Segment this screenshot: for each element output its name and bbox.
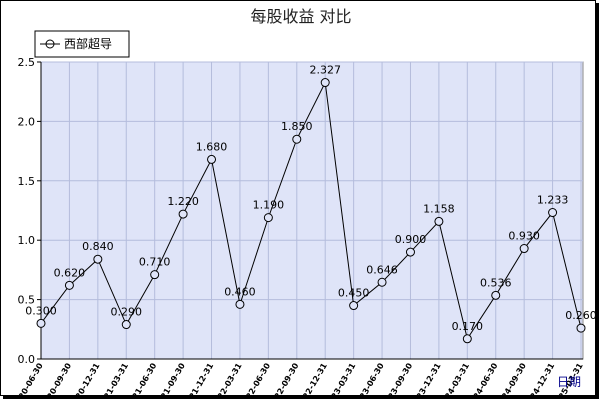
x-tick-label: 2021-03-31	[97, 361, 131, 395]
x-tick-label: 2023-06-30	[352, 361, 386, 395]
data-point	[548, 208, 558, 218]
data-label: 0.450	[338, 287, 370, 300]
data-point	[150, 270, 160, 280]
data-label: 1.233	[537, 194, 569, 207]
y-tick-label: 0.5	[18, 294, 36, 307]
data-label: 0.900	[395, 233, 427, 246]
data-label: 1.850	[281, 120, 313, 133]
x-tick-label: 2021-09-30	[153, 361, 187, 395]
legend-series-name: 西部超导	[64, 36, 112, 51]
x-tick-label: 2023-12-31	[409, 361, 443, 395]
data-label: 1.158	[423, 202, 455, 215]
x-tick-label: 2020-06-30	[11, 361, 45, 395]
data-point	[36, 318, 46, 328]
data-label: 2.327	[309, 64, 341, 77]
data-label: 0.536	[480, 276, 512, 289]
data-point	[235, 299, 245, 309]
chart-title: 每股收益 对比	[250, 7, 351, 26]
data-point	[576, 323, 586, 333]
data-label: 1.220	[167, 195, 199, 208]
x-tick-label: 2024-12-31	[523, 361, 557, 395]
y-tick-label: 2.5	[18, 56, 36, 69]
x-tick-label: 2024-06-30	[466, 361, 500, 395]
data-point	[349, 301, 359, 311]
series-layer: 0.300 0.620 0.840 0.290 0.710 1.220 1.680 0.460…	[25, 64, 597, 344]
data-point	[263, 213, 273, 223]
data-label: 1.680	[196, 140, 228, 153]
data-point	[93, 254, 103, 264]
x-axis-title: 日期	[557, 375, 581, 389]
data-label: 0.260	[565, 309, 595, 322]
data-point	[491, 290, 501, 300]
plot-area	[40, 61, 584, 360]
data-label: 0.170	[452, 320, 484, 333]
data-label: 0.646	[366, 263, 398, 276]
legend: 西部超导	[34, 30, 130, 58]
data-point	[121, 320, 131, 330]
data-label: 0.460	[224, 285, 256, 298]
data-label: 0.300	[25, 304, 57, 317]
x-tick-label: 2023-03-31	[324, 361, 358, 395]
data-label: 0.290	[111, 306, 143, 319]
data-point	[405, 247, 415, 257]
data-label: 0.930	[508, 230, 540, 243]
data-point	[462, 334, 472, 344]
data-label: 0.620	[54, 266, 86, 279]
data-label: 0.840	[82, 240, 114, 253]
data-label: 1.190	[253, 199, 285, 212]
x-tick-label: 2024-09-30	[495, 361, 529, 395]
x-tick-label: 2024-03-31	[438, 361, 472, 395]
series-line	[40, 80, 582, 341]
x-tick-label: 2020-09-30	[40, 361, 74, 395]
x-tick-label: 2022-03-31	[210, 361, 244, 395]
data-point	[377, 277, 387, 287]
data-label: 0.710	[139, 256, 171, 269]
legend-marker-sample	[45, 39, 55, 49]
eps-line-chart: 每股收益 对比 0.00.51.01.52.02.52020-06-302020…	[11, 7, 597, 400]
data-point	[178, 209, 188, 219]
x-tick-label: 2022-12-31	[296, 361, 330, 395]
y-tick-label: 1.0	[18, 234, 36, 247]
x-tick-label: 2021-06-30	[125, 361, 159, 395]
x-tick-label: 2022-09-30	[267, 361, 301, 395]
x-tick-label: 2022-06-30	[239, 361, 273, 395]
x-tick-label: 2021-12-31	[182, 361, 216, 395]
x-tick-label: 2020-12-31	[68, 361, 102, 395]
data-point	[207, 154, 217, 164]
data-point	[292, 134, 302, 144]
y-tick-label: 1.5	[18, 175, 36, 188]
x-tick-label: 2023-09-30	[381, 361, 415, 395]
data-point	[434, 216, 444, 226]
data-point	[320, 78, 330, 88]
data-point	[64, 280, 74, 290]
data-point	[519, 244, 529, 254]
y-tick-label: 2.0	[18, 115, 36, 128]
y-tick-label: 0.0	[18, 353, 36, 366]
